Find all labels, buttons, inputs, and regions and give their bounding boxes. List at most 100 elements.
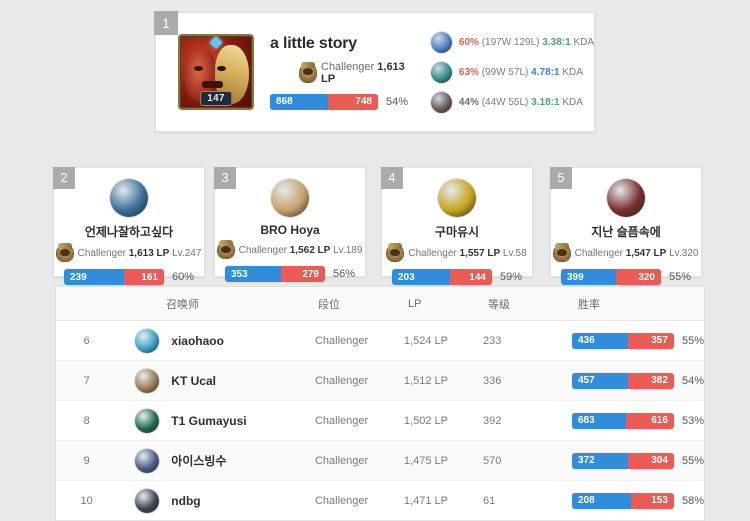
champion-portrait-icon[interactable] xyxy=(430,91,452,113)
table-row[interactable]: 7 KT Ucal Challenger 1,512 LP 336 457 382 54% xyxy=(56,361,704,401)
player-card-rank-4[interactable]: 4 구마유시 Challenger 1,557 LP Lv.58 203 144 59% xyxy=(381,167,533,285)
losses-segment: 153 xyxy=(630,492,674,509)
losses-segment: 616 xyxy=(625,412,674,429)
cell-summoner[interactable]: ndbg xyxy=(117,488,315,513)
champion-portrait-icon[interactable] xyxy=(430,61,452,83)
cell-summoner[interactable]: KT Ucal xyxy=(117,368,315,393)
cell-rank: 10 xyxy=(80,494,93,507)
summoner-name[interactable]: T1 Gumayusi xyxy=(171,413,247,428)
cell-summoner[interactable]: T1 Gumayusi xyxy=(117,408,315,433)
winloss-bar: 372 304 xyxy=(571,452,674,469)
player-card-rank-5[interactable]: 5 지난 슬픔속에 Challenger 1,547 LP Lv.320 399 320… xyxy=(550,167,702,285)
header-summoner[interactable]: 召唤师 xyxy=(166,298,199,311)
champion-stat-text: 60% (197W 129L) 3.38:1 KDA xyxy=(459,37,594,48)
portrait-eye-right xyxy=(217,65,227,71)
cell-lp: 1,512 LP xyxy=(403,374,448,387)
winrate-value: 59% xyxy=(499,271,522,283)
summoner-name[interactable]: KT Ucal xyxy=(171,373,216,388)
wins-segment: 399 xyxy=(561,269,617,285)
losses-segment: 144 xyxy=(450,269,492,285)
rank-badge: 4 xyxy=(381,167,403,189)
wins-segment: 457 xyxy=(571,372,628,389)
table-row[interactable]: 8 T1 Gumayusi Challenger 1,502 LP 392 683 616 5… xyxy=(56,401,704,441)
summoner-avatar-icon[interactable] xyxy=(135,448,160,473)
table-row[interactable]: 10 ndbg Challenger 1,471 LP 61 208 153 58% xyxy=(56,481,704,520)
winrate-value: 55% xyxy=(681,334,704,347)
summoner-avatar-icon[interactable] xyxy=(135,488,160,513)
cell-lp: 1,475 LP xyxy=(403,454,448,467)
champion-stat-row[interactable]: 60% (197W 129L) 3.38:1 KDA xyxy=(430,31,594,53)
summoner-name[interactable]: 아이스빙수 xyxy=(171,454,227,468)
winloss-bar: 436 357 xyxy=(571,332,674,349)
wins-segment: 353 xyxy=(225,266,281,282)
champion-kda-label: KDA xyxy=(562,96,583,108)
table-header-row: 召唤师 段位 LP 等级 胜率 xyxy=(56,287,704,321)
summoner-name[interactable]: 구마유시 xyxy=(434,225,480,239)
challenger-emblem-icon xyxy=(553,243,570,261)
header-tier[interactable]: 段位 xyxy=(318,298,340,311)
leaderboard-table: 召唤师 段位 LP 等级 胜率 6 xiaohaoo Challenger 1,524… xyxy=(55,286,705,521)
summoner-avatar-icon[interactable] xyxy=(271,179,309,217)
summoner-name[interactable]: a little story xyxy=(270,34,358,52)
champion-record: (99W 57L) xyxy=(481,66,529,78)
lp-value: 1,613 LP xyxy=(321,60,405,85)
cell-tier: Challenger xyxy=(314,494,369,507)
champion-winrate: 63% xyxy=(458,66,479,78)
cell-lp: 1,471 LP xyxy=(403,494,448,507)
winloss-bar-group: 353 279 56% xyxy=(225,266,355,282)
wins-segment: 683 xyxy=(571,412,626,429)
winrate-value: 56% xyxy=(332,268,355,280)
summoner-avatar-icon[interactable] xyxy=(607,179,645,217)
cell-level: 336 xyxy=(483,374,502,387)
champion-kda-label: KDA xyxy=(573,36,594,48)
table-row[interactable]: 9 아이스빙수 Challenger 1,475 LP 570 372 304 55% xyxy=(56,441,704,481)
header-winrate[interactable]: 胜率 xyxy=(578,298,600,311)
cell-summoner[interactable]: xiaohaoo xyxy=(117,328,315,353)
summoner-name[interactable]: 지난 슬픔속에 xyxy=(591,225,661,239)
summoner-avatar-icon[interactable] xyxy=(438,179,476,217)
table-row[interactable]: 6 xiaohaoo Challenger 1,524 LP 233 436 357 55% xyxy=(56,321,704,361)
champion-record: (197W 129L) xyxy=(481,36,540,48)
header-level[interactable]: 等级 xyxy=(488,298,510,311)
cell-rank: 9 xyxy=(83,454,90,467)
rank-badge: 1 xyxy=(154,11,178,35)
summoner-name[interactable]: xiaohaoo xyxy=(171,333,224,348)
winloss-bar: 208 153 xyxy=(571,492,674,509)
rank-badge: 2 xyxy=(53,167,75,189)
summoner-avatar-icon[interactable] xyxy=(135,368,160,393)
tier-label: Challenger xyxy=(321,60,375,73)
challenger-emblem-icon xyxy=(300,61,316,82)
cell-level: 392 xyxy=(483,414,502,427)
winrate-value: 55% xyxy=(668,271,691,283)
cell-tier: Challenger xyxy=(314,374,369,387)
champion-portrait-icon[interactable] xyxy=(430,31,452,53)
champion-stat-text: 63% (99W 57L) 4.78:1 KDA xyxy=(459,67,583,78)
top-player-card[interactable]: 1 147 a little story Challenger 1,613 LP xyxy=(154,11,595,132)
summoner-avatar-icon[interactable] xyxy=(110,179,148,217)
champion-stat-row[interactable]: 44% (44W 55L) 3.18:1 KDA xyxy=(430,91,594,113)
summoner-name[interactable]: ndbg xyxy=(171,493,201,508)
challenger-emblem-icon xyxy=(387,243,404,261)
player-card-rank-3[interactable]: 3 BRO Hoya Challenger 1,562 LP Lv.189 353 27… xyxy=(214,167,366,282)
summoner-avatar-icon[interactable] xyxy=(135,408,160,433)
cell-tier: Challenger xyxy=(314,334,369,347)
cell-summoner[interactable]: 아이스빙수 xyxy=(117,448,315,473)
header-lp[interactable]: LP xyxy=(408,297,422,310)
summoner-name[interactable]: BRO Hoya xyxy=(260,223,320,237)
champion-stat-row[interactable]: 63% (99W 57L) 4.78:1 KDA xyxy=(430,61,594,83)
winrate-value: 60% xyxy=(171,271,194,283)
cell-level: 570 xyxy=(483,454,502,467)
summoner-avatar-icon[interactable] xyxy=(135,328,160,353)
summoner-name[interactable]: 언제나잘하고싶다 xyxy=(84,225,174,239)
losses-segment: 161 xyxy=(123,269,164,285)
cell-rank: 6 xyxy=(83,334,90,347)
portrait-gem-icon xyxy=(209,36,223,50)
top-player-info: a little story Challenger 1,613 LP 868 7… xyxy=(270,35,411,110)
winrate-value: 54% xyxy=(386,95,409,108)
winrate-value: 54% xyxy=(681,374,704,387)
player-card-rank-2[interactable]: 2 언제나잘하고싶다 Challenger 1,613 LP Lv.247 239 16… xyxy=(53,167,205,285)
winloss-bar-group: 203 144 59% xyxy=(392,269,522,285)
champion-winrate: 60% xyxy=(458,36,479,48)
winloss-bar: 203 144 xyxy=(392,269,492,285)
winrate-value: 55% xyxy=(681,454,704,467)
